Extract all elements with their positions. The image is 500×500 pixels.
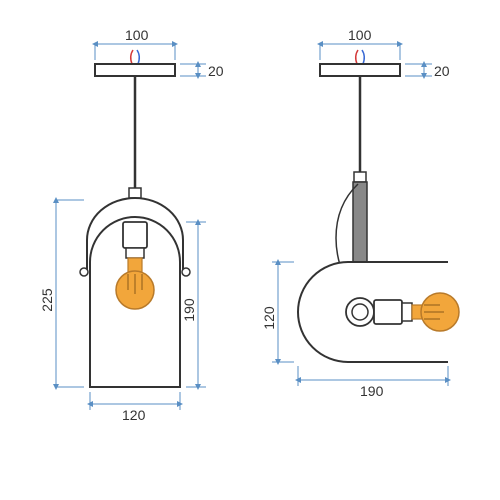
right-view (298, 50, 459, 362)
socket-collar (402, 303, 412, 321)
knob-right (182, 268, 190, 276)
dim-label: 225 (39, 288, 55, 312)
dim-label: 120 (261, 306, 277, 330)
socket-collar (126, 248, 144, 258)
socket (123, 222, 147, 248)
dim-label: 120 (122, 407, 146, 423)
coupling (129, 188, 141, 198)
dim-label: 20 (208, 63, 224, 79)
ceiling-plate (95, 64, 175, 76)
technical-drawing: 100 20 225 190 120 100 20 120 190 (0, 0, 500, 500)
pivot-inner (352, 304, 368, 320)
wire-blue (362, 50, 364, 64)
wire-red (356, 50, 358, 64)
ceiling-plate (320, 64, 400, 76)
dim-label: 20 (434, 63, 450, 79)
dim-label: 190 (360, 383, 384, 399)
dim-label: 100 (348, 27, 372, 43)
dim-label: 190 (181, 298, 197, 322)
left-view (80, 50, 190, 387)
wire-red (131, 50, 133, 64)
wire-blue (137, 50, 139, 64)
knob-left (80, 268, 88, 276)
socket (374, 300, 402, 324)
coupling (354, 172, 366, 182)
dim-label: 100 (125, 27, 149, 43)
